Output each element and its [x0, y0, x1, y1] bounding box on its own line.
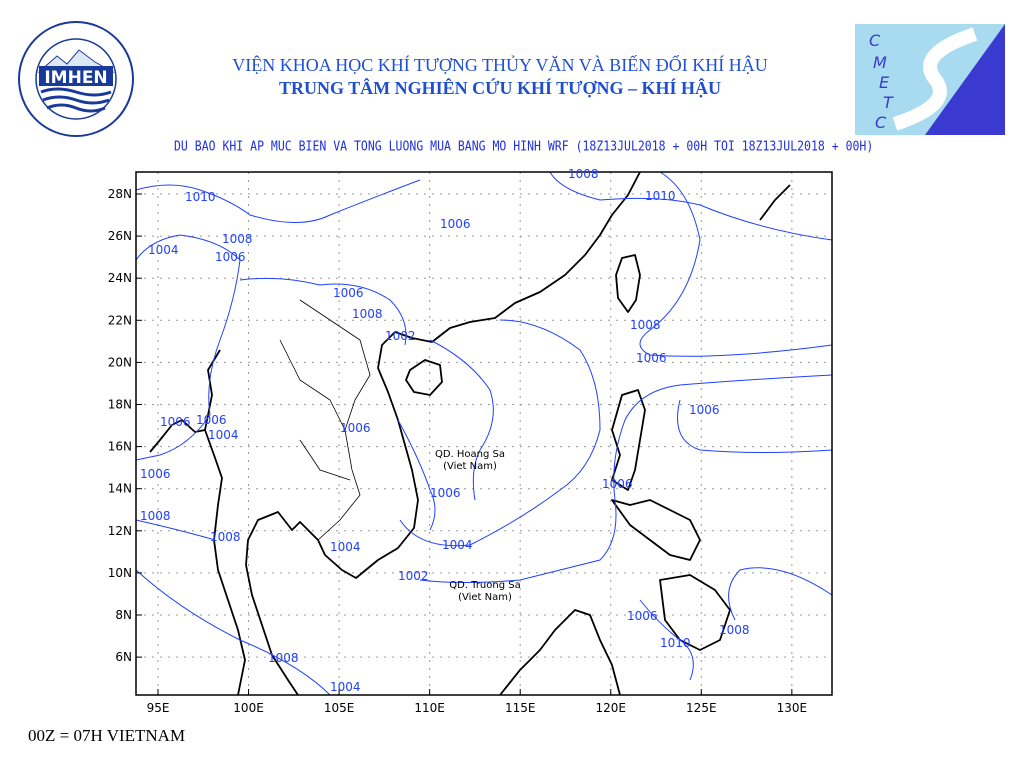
map-title: DU BAO KHI AP MUC BIEN VA TONG LUONG MUA…	[174, 138, 874, 155]
vietnam-border	[299, 299, 371, 541]
contour-label: 1008	[630, 318, 661, 332]
lat-tick-label: 12N	[108, 524, 132, 538]
institute-title: VIỆN KHOA HỌC KHÍ TƯỢNG THỦY VĂN VÀ BIẾN…	[232, 55, 768, 75]
taiwan-island	[615, 254, 641, 313]
place-label: (Viet Nam)	[458, 592, 512, 603]
malay-west-coast	[204, 349, 246, 696]
isobar	[429, 339, 494, 501]
isobar	[397, 419, 436, 531]
contour-label: 1006	[627, 609, 658, 623]
contour-label: 1008	[719, 623, 750, 637]
place-labels: QD. Hoang Sa(Viet Nam)QD. Truong Sa(Viet…	[435, 449, 521, 603]
place-label: QD. Truong Sa	[449, 580, 520, 591]
contour-label: 1010	[645, 189, 676, 203]
imhen-logo-text: IMHEN	[44, 68, 107, 88]
contour-label: 1008	[568, 167, 599, 181]
contour-labels: 1008 1010 1010 1004 1008 1006 1006 1006 1008 1006…	[140, 167, 750, 694]
contour-label: 1006	[333, 286, 364, 300]
visayas-islands	[611, 499, 701, 561]
place-label: QD. Hoang Sa	[435, 449, 505, 460]
contour-label: 1006	[689, 403, 720, 417]
lon-tick-label: 100E	[233, 701, 264, 715]
lon-tick-label: 120E	[596, 701, 627, 715]
contour-label: 1008	[140, 509, 171, 523]
hainan-island	[405, 359, 443, 396]
contour-label: 1006	[160, 415, 191, 429]
contour-label: 1004	[148, 243, 179, 257]
contour-label: 1004	[330, 680, 361, 694]
isobar	[639, 171, 833, 357]
place-label: (Viet Nam)	[443, 461, 497, 472]
lat-tick-label: 16N	[108, 440, 132, 454]
isobar	[419, 374, 833, 583]
isobar	[135, 519, 216, 541]
imhen-logo: IMHEN	[17, 20, 135, 138]
isobar	[135, 569, 331, 696]
cmetc-letter: T	[883, 93, 894, 112]
contour-label: 1006	[215, 250, 246, 264]
isobar	[549, 171, 833, 241]
contour-label: 1006	[440, 217, 471, 231]
contour-label: 1004	[208, 428, 239, 442]
contour-label: 1006	[196, 413, 227, 427]
lat-tick-label: 14N	[108, 482, 132, 496]
isobar	[677, 399, 833, 453]
contour-label: 1002	[398, 569, 429, 583]
lat-tick-label: 10N	[108, 566, 132, 580]
cmetc-letter: C	[875, 113, 887, 132]
contour-label: 1008	[352, 307, 383, 321]
lat-tick-label: 8N	[115, 608, 132, 622]
contour-label: 1006	[340, 421, 371, 435]
isobar	[639, 599, 694, 681]
contour-label: 1006	[636, 351, 667, 365]
lat-tick-label: 18N	[108, 398, 132, 412]
lon-tick-label: 105E	[324, 701, 355, 715]
lon-tick-label: 115E	[505, 701, 536, 715]
lat-tick-label: 26N	[108, 229, 132, 243]
center-title: TRUNG TÂM NGHIÊN CỨU KHÍ TƯỢNG – KHÍ HẬU	[278, 78, 722, 98]
japan-islands	[759, 184, 791, 221]
cmetc-logo: C M E T C	[855, 24, 1005, 135]
contour-label: 1004	[442, 538, 473, 552]
lon-tick-label: 125E	[686, 701, 717, 715]
laos-border	[279, 339, 351, 481]
lat-tick-label: 24N	[108, 271, 132, 285]
contour-label: 1006	[430, 486, 461, 500]
isobar	[728, 567, 833, 621]
axis-ticks: 95E 100E 105E 110E 115E 120E 125E 130E 28N 26N 24N…	[108, 187, 807, 715]
lat-tick-label: 22N	[108, 313, 132, 327]
isobars	[135, 171, 833, 696]
isobar	[399, 319, 601, 547]
contour-label: 1010	[660, 636, 691, 650]
contour-label: 1004	[330, 540, 361, 554]
cmetc-letter: C	[869, 31, 881, 50]
mindanao-island	[659, 574, 731, 651]
lon-tick-label: 110E	[414, 701, 445, 715]
contour-label: 1010	[185, 190, 216, 204]
lat-tick-label: 6N	[115, 650, 132, 664]
cmetc-letter: E	[879, 73, 890, 92]
lon-tick-label: 130E	[777, 701, 808, 715]
contour-label: 1006	[602, 477, 633, 491]
lon-tick-label: 95E	[147, 701, 170, 715]
contour-label: 1008	[210, 530, 241, 544]
borneo-coast	[499, 609, 621, 696]
map-frame	[135, 171, 833, 696]
timezone-note: 00Z = 07H VIETNAM	[28, 726, 186, 745]
isobar	[135, 179, 421, 223]
mainland-coast	[245, 171, 641, 696]
contour-label: 1008	[222, 232, 253, 246]
contour-label: 1008	[268, 651, 299, 665]
isobar	[135, 234, 241, 461]
coastlines	[149, 171, 791, 696]
lat-tick-label: 28N	[108, 187, 132, 201]
contour-label: 1002	[385, 329, 416, 343]
contour-label: 1006	[140, 467, 171, 481]
lat-tick-label: 20N	[108, 355, 132, 369]
cmetc-letter: M	[873, 53, 887, 72]
isobar	[239, 277, 407, 346]
